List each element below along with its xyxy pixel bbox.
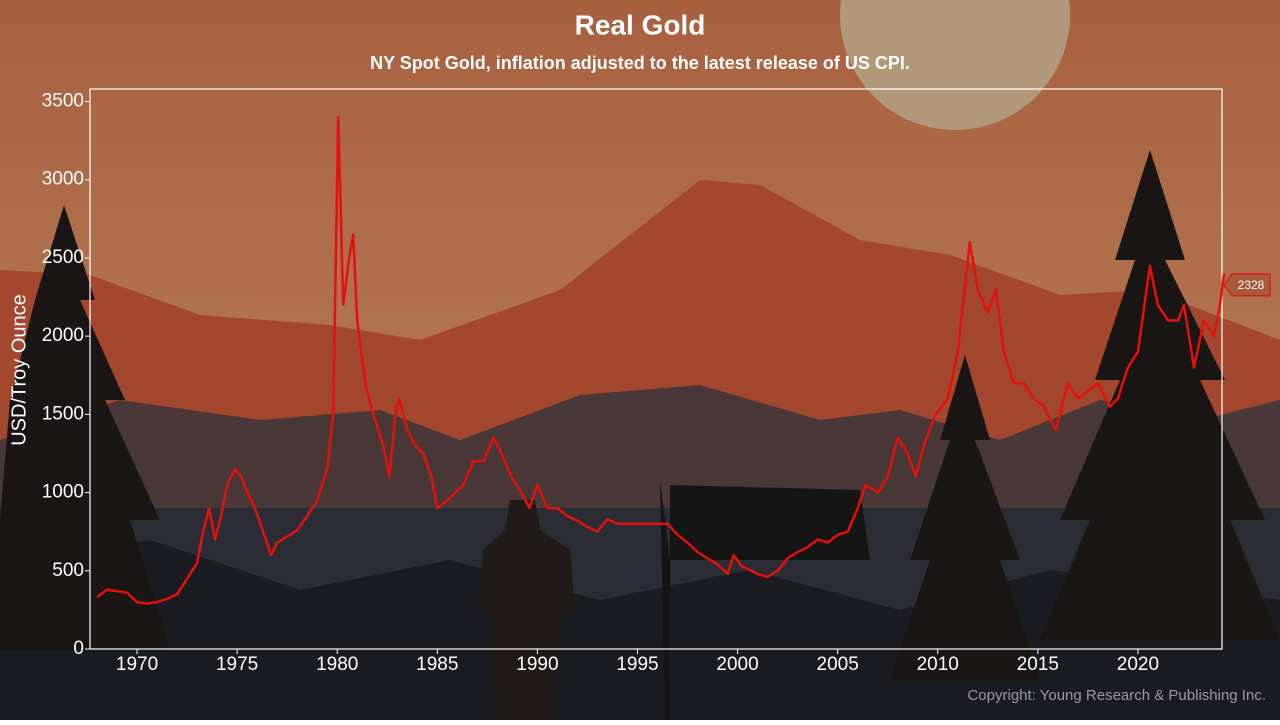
x-tick-label: 2010: [917, 654, 959, 675]
gold-line: [96, 115, 1226, 605]
x-tick-label: 2020: [1117, 654, 1159, 675]
x-tick-label: 1970: [116, 654, 158, 675]
last-value-box: [1223, 273, 1271, 297]
x-tick-label: 2005: [817, 654, 859, 675]
x-tick-label: 1990: [516, 654, 558, 675]
y-axis-label: USD/Troy Ounce: [8, 294, 30, 446]
last-value-label: 2328: [1238, 278, 1265, 292]
y-tick-label: 1000: [42, 482, 84, 503]
copyright: Copyright: Young Research & Publishing I…: [967, 687, 1266, 704]
x-tick-label: 2015: [1017, 654, 1059, 675]
y-tick-label: 1500: [42, 403, 84, 424]
y-tick-label: 2000: [42, 325, 84, 346]
x-tick-label: 1980: [316, 654, 358, 675]
x-tick-label: 1995: [616, 654, 658, 675]
y-tick-label: 2500: [42, 247, 84, 268]
plot-frame: [89, 88, 1223, 650]
y-tick-label: 3000: [42, 169, 84, 190]
y-tick-label: 3500: [42, 91, 84, 112]
chart-subtitle: NY Spot Gold, inflation adjusted to the …: [370, 53, 910, 73]
y-tick-label: 0: [73, 638, 84, 659]
x-tick-label: 2000: [716, 654, 758, 675]
chart-title: Real Gold: [575, 9, 706, 40]
x-tick-label: 1985: [416, 654, 458, 675]
y-tick-label: 500: [52, 560, 84, 581]
x-tick-label: 1975: [216, 654, 258, 675]
